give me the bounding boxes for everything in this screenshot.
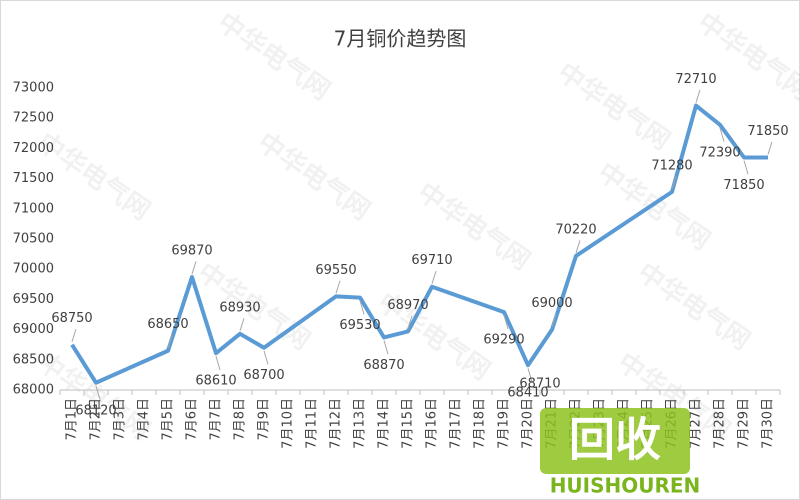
y-tick-label: 72000 xyxy=(13,141,54,156)
data-label: 72710 xyxy=(675,72,716,87)
leader-line xyxy=(575,240,581,254)
y-tick-label: 71000 xyxy=(13,201,54,216)
chart-title: 7月铜价趋势图 xyxy=(334,27,467,51)
x-tick-label: 7月12日 xyxy=(329,398,344,449)
leader-line xyxy=(503,314,509,330)
leader-line xyxy=(167,334,173,348)
leader-line xyxy=(71,328,77,342)
y-tick-label: 68000 xyxy=(13,383,54,398)
y-tick-label: 69500 xyxy=(13,292,54,307)
leader-line xyxy=(215,356,221,371)
leader-line xyxy=(407,315,413,329)
data-label: 72390 xyxy=(699,145,740,160)
y-tick-label: 70500 xyxy=(13,232,54,247)
x-tick-label: 7月11日 xyxy=(305,398,320,449)
data-label: 69290 xyxy=(483,333,524,348)
leader-line xyxy=(335,280,341,294)
data-label: 71850 xyxy=(723,178,764,193)
leader-line xyxy=(95,385,101,400)
x-tick-label: 7月5日 xyxy=(161,398,176,441)
logo-text: HUISHOUREN xyxy=(550,474,701,498)
data-label: 69550 xyxy=(315,263,356,278)
data-label: 68930 xyxy=(219,300,260,315)
y-tick-label: 68500 xyxy=(13,352,54,367)
x-tick-label: 7月15日 xyxy=(401,398,416,449)
x-tick-label: 7月27日 xyxy=(689,398,704,449)
x-tick-label: 7月20日 xyxy=(521,398,536,449)
data-label: 68700 xyxy=(243,368,284,383)
leader-line xyxy=(359,300,365,315)
x-tick-label: 7月18日 xyxy=(473,398,488,449)
x-tick-label: 7月16日 xyxy=(425,398,440,449)
leader-line xyxy=(239,318,245,331)
x-tick-label: 7月10日 xyxy=(281,398,296,449)
x-tick-label: 7月6日 xyxy=(185,398,200,441)
leader-line xyxy=(743,160,749,175)
data-label: 68410 xyxy=(507,386,548,401)
leader-line xyxy=(767,141,773,155)
leader-line xyxy=(431,270,437,284)
x-tick-label: 7月29日 xyxy=(737,398,752,449)
leader-line xyxy=(191,261,197,275)
leader-line xyxy=(527,368,533,383)
data-label: 68750 xyxy=(51,311,92,326)
x-tick-label: 7月8日 xyxy=(233,398,248,441)
x-tick-label: 7月14日 xyxy=(377,398,392,449)
leader-line xyxy=(551,313,557,327)
data-label: 69710 xyxy=(411,253,452,268)
data-label: 69000 xyxy=(531,296,572,311)
line xyxy=(70,103,768,385)
x-tick-label: 7月7日 xyxy=(209,398,224,441)
x-tick-label: 7月4日 xyxy=(137,398,152,441)
leader-line xyxy=(719,127,725,142)
logo-box xyxy=(540,408,690,474)
leader-line xyxy=(383,340,389,355)
x-tick-label: 7月30日 xyxy=(761,398,776,449)
y-tick-label: 69000 xyxy=(13,322,54,337)
x-tick-label: 7月13日 xyxy=(353,398,368,449)
x-tick-label: 7月1日 xyxy=(65,398,80,441)
data-label: 71850 xyxy=(747,124,788,139)
x-tick-label: 7月2日 xyxy=(89,398,104,441)
data-label: 68120 xyxy=(75,403,116,418)
x-tick-label: 7月17日 xyxy=(449,398,464,449)
data-label: 68970 xyxy=(387,298,428,313)
annotation: 68710 xyxy=(519,377,560,392)
x-tick-label: 7月3日 xyxy=(113,398,128,441)
leader-line xyxy=(671,176,677,190)
data-label: 71280 xyxy=(651,158,692,173)
y-tick-label: 73000 xyxy=(13,81,54,96)
y-tick-label: 71500 xyxy=(13,171,54,186)
data-label: 70220 xyxy=(555,222,596,237)
data-label: 68870 xyxy=(363,358,404,373)
data-label: 68610 xyxy=(195,374,236,389)
y-tick-label: 70000 xyxy=(13,262,54,277)
data-label: 68650 xyxy=(147,317,188,332)
logo: 回收 HUISHOUREN xyxy=(540,408,700,498)
data-label: 69530 xyxy=(339,318,380,333)
x-tick-label: 7月9日 xyxy=(257,398,272,441)
leader-line xyxy=(695,89,701,103)
data-label: 69870 xyxy=(171,244,212,259)
y-tick-label: 72500 xyxy=(13,111,54,126)
leader-line xyxy=(263,350,269,365)
x-tick-label: 7月19日 xyxy=(497,398,512,449)
logo-mark: 回收 xyxy=(569,413,661,467)
x-tick-label: 7月28日 xyxy=(713,398,728,449)
